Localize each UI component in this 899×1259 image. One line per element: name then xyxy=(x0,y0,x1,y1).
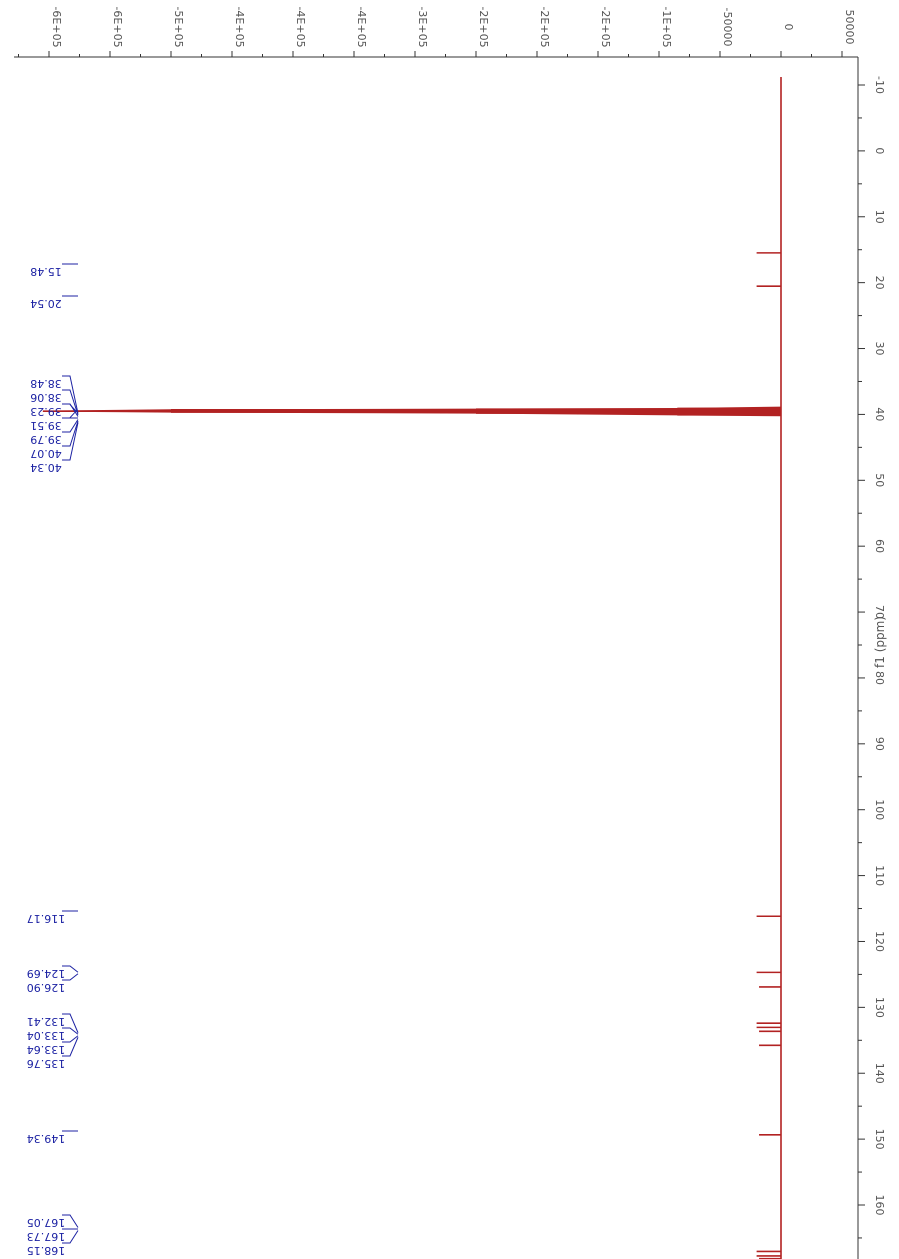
ppm-tick-label: -10 xyxy=(873,76,886,94)
intensity-tick-label: -2E+05 xyxy=(599,6,612,47)
ppm-tick-label: 120 xyxy=(873,931,886,952)
peak-label: 126.90 xyxy=(27,981,66,994)
intensity-tick-label: -4E+05 xyxy=(233,6,246,47)
ppm-tick-label: 50 xyxy=(873,473,886,487)
intensity-tick-label: 50000 xyxy=(843,10,856,45)
intensity-tick-label: -3E+05 xyxy=(416,6,429,47)
peak-label-leader xyxy=(62,420,79,447)
peak-label: 39.23 xyxy=(30,405,62,418)
peak-label: 149.34 xyxy=(27,1132,66,1145)
peak-label: 40.07 xyxy=(30,447,62,460)
peak-label-leader xyxy=(62,1013,79,1033)
peak-label: 39.51 xyxy=(30,419,62,432)
peak-label-leader xyxy=(62,1230,79,1244)
ppm-tick-label: 80 xyxy=(873,671,886,685)
peak-label: 133.04 xyxy=(27,1029,66,1042)
peak-label-leader xyxy=(62,1035,79,1043)
ppm-tick-label: 90 xyxy=(873,737,886,751)
solvent-multiplet xyxy=(42,406,782,417)
solvent-bracket xyxy=(69,404,77,419)
peak-label-leader xyxy=(62,389,79,416)
peak-label: 38.06 xyxy=(30,391,62,404)
ppm-tick-label: 10 xyxy=(873,210,886,224)
ppm-tick-label: 110 xyxy=(873,865,886,886)
ppm-tick-label: 140 xyxy=(873,1063,886,1084)
peak-label-leader xyxy=(62,375,79,414)
peak-label: 167.05 xyxy=(27,1216,66,1229)
intensity-tick-label: -4E+05 xyxy=(355,6,368,47)
intensity-tick-label: -2E+05 xyxy=(477,6,490,47)
peak-label-leader xyxy=(62,1214,79,1228)
peak-label: 20.54 xyxy=(30,297,62,310)
peak-label: 133.64 xyxy=(27,1043,66,1056)
intensity-tick-label: -2E+05 xyxy=(538,6,551,47)
intensity-tick-label: -50000 xyxy=(721,8,734,47)
ppm-tick-label: 130 xyxy=(873,997,886,1018)
peak-label-group: 15.48 20.54 38.4838.0639.2339.5139.7940.07… xyxy=(27,263,79,1257)
peak-label-leader xyxy=(62,965,79,973)
ppm-tick-label: 30 xyxy=(873,342,886,356)
peak-label: 39.79 xyxy=(30,433,62,446)
ppm-tick-label: 20 xyxy=(873,276,886,290)
peak-label: 40.34 xyxy=(30,461,62,474)
intensity-tick-label: 0 xyxy=(782,24,795,31)
ppm-tick-label: 0 xyxy=(873,147,886,154)
ppm-tick-label: 70 xyxy=(873,605,886,619)
peak-label-leader xyxy=(62,422,79,461)
ppm-axis: -10 0 10 20 30 40 50 60 70 80 90 100 110 120 130 140 150… xyxy=(857,57,886,1259)
peak-label-leader xyxy=(62,419,79,433)
peak-label: 168.15 xyxy=(27,1244,66,1257)
peak-label-leader xyxy=(62,1037,79,1057)
ppm-tick-label: 160 xyxy=(873,1195,886,1216)
peak-label-leader xyxy=(62,1027,79,1035)
ppm-tick-label: 150 xyxy=(873,1129,886,1150)
peak-label: 132.41 xyxy=(27,1015,66,1028)
peak-label: 167.73 xyxy=(27,1230,66,1243)
intensity-tick-label: -6E+05 xyxy=(111,6,124,47)
peak-label: 15.48 xyxy=(30,265,62,278)
peak-label: 116.17 xyxy=(27,912,66,925)
peak-label-leader xyxy=(62,973,79,981)
spectrum-trace xyxy=(42,77,782,1259)
ppm-tick-label: 100 xyxy=(873,799,886,820)
ppm-tick-label: 60 xyxy=(873,539,886,553)
intensity-tick-label: -5E+05 xyxy=(172,6,185,47)
ppm-axis-label: f1 (ppm) xyxy=(873,616,887,668)
peak-label: 38.48 xyxy=(30,377,62,390)
intensity-tick-label: -1E+05 xyxy=(660,6,673,47)
intensity-axis: -6E+05 -6E+05 -5E+05 -4E+05 -4E+05 -4E+05 -3E+… xyxy=(14,6,858,58)
peak-label: 135.76 xyxy=(27,1057,66,1070)
ppm-tick-label: 40 xyxy=(873,407,886,421)
intensity-tick-label: -4E+05 xyxy=(294,6,307,47)
intensity-tick-label: -6E+05 xyxy=(50,6,63,47)
peak-label: 124.69 xyxy=(27,967,66,980)
